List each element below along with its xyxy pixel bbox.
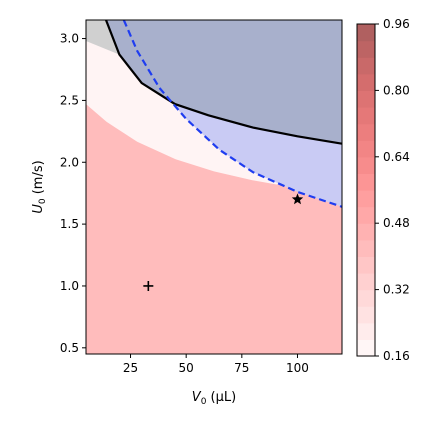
contour-band — [86, 104, 342, 354]
colorbar-segment — [357, 90, 375, 108]
colorbar-segment — [357, 73, 375, 91]
region-corner — [86, 20, 120, 55]
x-tick-label: 25 — [123, 361, 138, 375]
colorbar-tick-label: 0.48 — [383, 216, 410, 230]
y-tick-label: 0.5 — [60, 341, 79, 355]
colorbar-tick-label: 0.96 — [383, 17, 410, 31]
colorbar-segment — [357, 24, 375, 42]
colorbar-segment — [357, 156, 375, 174]
y-axis-label: U0 (m/s) — [31, 160, 48, 213]
colorbar-segment — [357, 273, 375, 291]
colorbar-segment — [357, 223, 375, 241]
x-tick-label: 50 — [179, 361, 194, 375]
colorbar-segment — [357, 140, 375, 158]
region-above-solid — [106, 20, 342, 144]
marker-star — [291, 193, 304, 205]
colorbar-tick-label: 0.32 — [383, 283, 410, 297]
colorbar-segment — [357, 57, 375, 75]
boundary-lines — [104, 20, 342, 208]
colorbar-frame — [356, 23, 376, 357]
colorbar-segment — [357, 40, 375, 58]
boundary-solid — [104, 20, 342, 145]
boundary-dashed — [122, 20, 342, 208]
colorbar-segment — [357, 339, 375, 357]
y-tick-label: 1.5 — [60, 217, 79, 231]
colorbar-segment — [357, 256, 375, 274]
colorbar-segment — [357, 173, 375, 191]
colorbar-segment — [357, 322, 375, 340]
colorbar-tick-label: 0.64 — [383, 150, 410, 164]
y-tick-label: 2.0 — [60, 155, 79, 169]
colorbar-segment — [357, 107, 375, 125]
marker-plus — [143, 280, 154, 291]
colorbar-ticks: 0.16 0.32 0.48 0.64 0.80 0.96 — [375, 17, 410, 363]
colorbar-segment — [357, 190, 375, 208]
y-tick-label: 1.0 — [60, 279, 79, 293]
y-tick-label: 3.0 — [60, 32, 79, 46]
x-axis-label: V0 (μL) — [192, 390, 236, 407]
colorbar — [357, 24, 375, 357]
markers — [143, 193, 304, 291]
plot-frame — [85, 19, 343, 355]
colorbar-segment — [357, 123, 375, 141]
x-tick-label: 100 — [286, 361, 309, 375]
colorbar-segment — [357, 289, 375, 307]
y-tick-label: 2.5 — [60, 93, 79, 107]
contour-fill — [86, 20, 342, 354]
y-axis-ticks: 0.5 1.0 1.5 2.0 2.5 3.0 — [60, 32, 86, 355]
colorbar-segment — [357, 239, 375, 257]
x-tick-label: 75 — [234, 361, 249, 375]
colorbar-tick-label: 0.16 — [383, 349, 410, 363]
colorbar-segment — [357, 206, 375, 224]
colorbar-segment — [357, 306, 375, 324]
colorbar-tick-label: 0.80 — [383, 83, 410, 97]
x-axis-ticks: 25 50 75 100 — [123, 354, 309, 375]
